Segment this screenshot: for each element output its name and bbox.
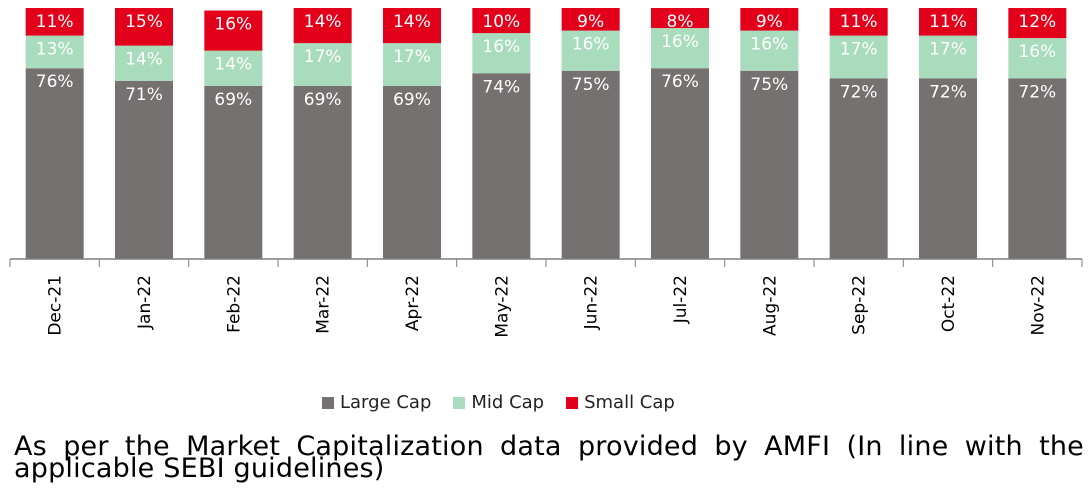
bar-segment-large-cap-apr-22 [383,85,441,259]
legend-label-mid-cap: Mid Cap [471,392,545,413]
legend-swatch-large-cap [322,396,334,409]
legend-item-large-cap: Large Cap [322,392,431,413]
bar-segment-small-cap-sep-22 [829,8,888,36]
bar-segment-large-cap-jan-22 [115,80,173,259]
bar-segment-large-cap-jun-22 [561,70,620,259]
x-tick-label-mar-22: Mar-22 [314,275,334,334]
data-label-mid-cap-mar-22: 17% [304,47,342,67]
data-label-large-cap-sep-22: 72% [840,82,878,102]
x-tick-label-dec-21: Dec-21 [46,275,66,336]
data-label-large-cap-oct-22: 72% [929,82,967,102]
bar-segment-mid-cap-jun-22 [561,30,620,71]
data-label-large-cap-dec-21: 76% [36,72,74,92]
data-label-small-cap-mar-22: 14% [304,12,342,32]
data-label-mid-cap-jul-22: 16% [661,32,699,52]
bar-segment-mid-cap-mar-22 [293,43,352,86]
legend-label-large-cap: Large Cap [340,392,432,413]
bar-segment-mid-cap-may-22 [472,33,531,74]
data-label-mid-cap-dec-21: 13% [36,40,74,60]
bar-segment-mid-cap-apr-22 [383,43,441,86]
x-tick-label-jun-22: Jun-22 [582,275,602,330]
legend-swatch-small-cap [566,396,579,409]
bar-segment-small-cap-jun-22 [561,8,620,31]
x-tick-label-nov-22: Nov-22 [1028,275,1048,336]
bar-segment-small-cap-jul-22 [651,8,709,29]
bar-segment-large-cap-nov-22 [1008,78,1067,259]
data-label-large-cap-aug-22: 75% [750,75,788,95]
bar-segment-mid-cap-oct-22 [919,35,977,79]
data-label-large-cap-jun-22: 75% [572,75,610,95]
x-tick-label-feb-22: Feb-22 [224,275,244,333]
bar-segment-large-cap-oct-22 [919,78,977,259]
stacked-bar-chart: 76% 13% 11% Dec-21 71% 14% 15% Jan-22 69% 14% 16% F… [9,8,1083,338]
data-label-small-cap-sep-22: 11% [840,12,878,32]
bar-segment-mid-cap-jan-22 [115,45,173,81]
bar-segment-mid-cap-dec-21 [25,35,84,69]
data-label-small-cap-dec-21: 11% [36,12,74,32]
data-label-small-cap-apr-22: 14% [393,12,431,32]
bar-segment-small-cap-apr-22 [383,8,441,44]
bar-segment-small-cap-dec-21 [25,8,84,36]
legend-item-mid-cap: Mid Cap [453,392,544,413]
bar-segment-mid-cap-aug-22 [740,30,799,71]
data-label-small-cap-feb-22: 16% [214,15,252,35]
data-label-small-cap-jul-22: 8% [667,12,694,32]
bar-segment-small-cap-oct-22 [919,8,977,36]
bar-segment-large-cap-jul-22 [651,68,709,260]
data-label-small-cap-aug-22: 9% [756,12,783,32]
bar-segment-large-cap-dec-21 [25,68,84,260]
x-tick-label-may-22: May-22 [492,275,512,338]
x-tick-label-apr-22: Apr-22 [403,275,423,331]
bar-segment-large-cap-may-22 [472,73,531,259]
bar-segment-mid-cap-feb-22 [204,50,263,86]
bar-segment-mid-cap-sep-22 [829,35,888,79]
x-tick-label-oct-22: Oct-22 [939,275,959,332]
x-tick-label-aug-22: Aug-22 [760,275,780,336]
data-label-mid-cap-may-22: 16% [482,37,520,57]
data-label-large-cap-nov-22: 72% [1018,82,1056,102]
x-tick-label-jul-22: Jul-22 [671,275,691,324]
data-label-mid-cap-nov-22: 16% [1018,42,1056,62]
data-label-mid-cap-sep-22: 17% [840,40,878,60]
bar-segment-large-cap-sep-22 [829,78,888,259]
data-label-small-cap-nov-22: 12% [1018,12,1056,32]
bar-segment-small-cap-nov-22 [1008,8,1067,39]
data-label-large-cap-jan-22: 71% [125,85,163,105]
data-label-mid-cap-oct-22: 17% [929,40,967,60]
bar-segment-small-cap-mar-22 [293,8,352,44]
legend-label-small-cap: Small Cap [584,392,675,413]
data-label-large-cap-jul-22: 76% [661,72,699,92]
data-label-large-cap-apr-22: 69% [393,90,431,110]
data-label-mid-cap-jun-22: 16% [572,35,610,55]
legend-swatch-mid-cap [453,396,466,409]
x-tick-label-sep-22: Sep-22 [850,275,870,335]
data-label-small-cap-may-22: 10% [482,12,520,32]
bar-segment-large-cap-feb-22 [204,85,263,259]
bar-segment-large-cap-mar-22 [293,85,352,259]
data-label-small-cap-oct-22: 11% [929,12,967,32]
bar-segment-small-cap-aug-22 [740,8,799,31]
footnote: As per the Market Capitalization data pr… [14,431,1084,484]
data-label-mid-cap-aug-22: 16% [750,35,788,55]
bar-segment-small-cap-feb-22 [204,10,263,51]
bar-segment-mid-cap-jul-22 [651,28,709,69]
data-label-mid-cap-apr-22: 17% [393,47,431,67]
data-label-small-cap-jun-22: 9% [577,12,604,32]
data-label-mid-cap-feb-22: 14% [214,55,252,75]
bar-segment-small-cap-may-22 [472,8,531,34]
x-tick-label-jan-22: Jan-22 [135,275,155,330]
legend-item-small-cap: Small Cap [566,392,675,413]
data-label-large-cap-mar-22: 69% [304,90,342,110]
bar-segment-large-cap-aug-22 [740,70,799,259]
bar-segment-small-cap-jan-22 [115,8,173,46]
data-label-large-cap-may-22: 74% [482,77,520,97]
chart-legend: Large Cap Mid Cap Small Cap [322,392,675,413]
data-label-large-cap-feb-22: 69% [214,90,252,110]
bar-segment-mid-cap-nov-22 [1008,38,1067,79]
data-label-small-cap-jan-22: 15% [125,12,163,32]
data-label-mid-cap-jan-22: 14% [125,50,163,70]
